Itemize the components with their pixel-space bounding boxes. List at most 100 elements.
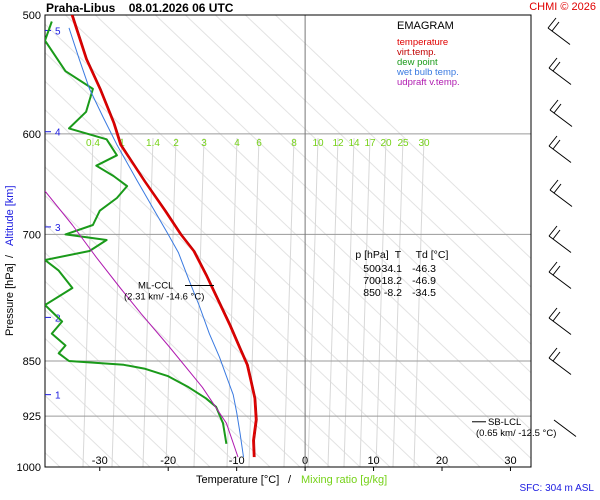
- x-axis-label-2: Mixing ratio [g/kg]: [301, 474, 387, 486]
- dry-adiabat-line: [215, 15, 531, 317]
- mixing-ratio-line: [283, 137, 295, 467]
- mixing-ratio-line: [248, 137, 260, 467]
- wind-barb-flag: [548, 347, 558, 359]
- mixing-ratio-line: [343, 137, 355, 467]
- table-header: T: [395, 249, 402, 261]
- dry-adiabat-line: [185, 15, 531, 345]
- mixing-ratio-label: 4: [234, 138, 240, 149]
- series-udpraft-v-temp-line: [45, 190, 239, 458]
- wind-barb-staff: [548, 317, 572, 335]
- mixing-ratio-label: 3: [201, 138, 207, 149]
- wind-barb-flag: [553, 183, 562, 194]
- date-time: 08.01.2026 06 UTC: [128, 1, 234, 15]
- y-tick-label: 600: [23, 129, 41, 141]
- x-tick-label: -10: [229, 455, 245, 467]
- chart-title: Praha-Libus 08.01.2026 06 UTC: [46, 1, 243, 15]
- table-cell: 850: [363, 287, 381, 299]
- table-cell: -34.1: [378, 263, 402, 275]
- mixing-ratio-label: 30: [418, 138, 430, 149]
- mixing-ratio-line: [307, 137, 319, 467]
- altitude-tick-label: 5: [55, 26, 61, 37]
- wind-barb-staff: [547, 27, 571, 45]
- mixing-ratio-label: 0.4: [86, 138, 100, 149]
- dry-adiabat-line: [45, 109, 421, 467]
- sb-lcl-detail: (0.65 km/ -12.5 °C): [476, 428, 556, 439]
- x-tick-label: 10: [367, 455, 379, 467]
- station-name: Praha-Libus: [46, 1, 116, 15]
- x-tick-label: 30: [504, 455, 516, 467]
- dry-adiabat-line: [45, 166, 361, 467]
- table-cell: -46.3: [412, 263, 436, 275]
- legend-title: EMAGRAM: [397, 20, 454, 32]
- dry-adiabat-line: [45, 366, 151, 467]
- mixing-ratio-label: 8: [291, 138, 297, 149]
- wind-barb-flag: [552, 61, 561, 72]
- mixing-ratio-line: [226, 137, 238, 467]
- ml-ccl-label: ML-CCL: [138, 280, 173, 291]
- mixing-ratio-line: [193, 137, 205, 467]
- dry-adiabat-line: [45, 309, 211, 467]
- x-axis-separator: /: [288, 474, 292, 486]
- table-cell: -46.9: [412, 275, 436, 287]
- mixing-ratio-line: [375, 137, 387, 467]
- mixing-ratio-label: 25: [397, 138, 409, 149]
- series-temperatureline: [70, 15, 257, 458]
- altitude-tick-label: 1: [55, 391, 61, 402]
- y-axis-separator: /: [4, 254, 16, 258]
- wind-barb-flag: [552, 311, 561, 322]
- wind-barb-flag: [547, 17, 557, 29]
- y-tick-label: 700: [23, 229, 41, 241]
- wind-barb-flag: [549, 99, 559, 111]
- table-cell: -34.5: [412, 287, 436, 299]
- ml-ccl-detail: (2.31 km/ -14.6 °C): [124, 291, 204, 302]
- x-axis-label: Temperature [°C]: [196, 474, 279, 486]
- x-tick-label: 20: [436, 455, 448, 467]
- dry-adiabat-line: [245, 15, 531, 288]
- mixing-ratio-label: 10: [312, 138, 324, 149]
- table-cell: 500: [363, 263, 381, 275]
- sb-lcl-label: SB-LCL: [488, 417, 521, 428]
- dry-adiabat-line: [125, 15, 531, 402]
- y-axis-label-2: Altitude [km]: [4, 185, 16, 246]
- dry-adiabat-line: [45, 23, 511, 467]
- mixing-ratio-line: [413, 137, 425, 467]
- wind-barb-staff: [553, 419, 577, 437]
- wind-barb-staff: [549, 189, 573, 207]
- dry-adiabat-line: [45, 280, 241, 467]
- wind-barb-flag: [548, 225, 558, 237]
- dry-adiabat-line: [65, 15, 531, 460]
- y-tick-label: 1000: [17, 462, 41, 474]
- dry-adiabat-line: [45, 137, 391, 467]
- legend-item: dew point: [397, 57, 438, 68]
- x-tick-label: -30: [92, 455, 108, 467]
- wind-barb-flag: [553, 103, 562, 114]
- dry-adiabat-line: [155, 15, 531, 374]
- table-cell: -18.2: [378, 275, 402, 287]
- altitude-tick-label: 3: [55, 223, 61, 234]
- wind-barb-flag: [549, 179, 559, 191]
- wind-barb-flag: [548, 57, 558, 69]
- y-tick-label: 850: [23, 356, 41, 368]
- mixing-ratio-label: 12: [332, 138, 344, 149]
- x-tick-label: -20: [160, 455, 176, 467]
- wind-barb-staff: [548, 271, 572, 289]
- legend-item: temperature: [397, 37, 448, 48]
- series-dew-pointline: [45, 21, 228, 444]
- table-cell: -8.2: [384, 287, 402, 299]
- legend-item: wet bulb temp.: [396, 67, 459, 78]
- wind-barb-flag: [552, 351, 561, 362]
- dry-adiabat-line: [45, 223, 301, 467]
- mixing-ratio-label: 17: [364, 138, 376, 149]
- wind-barb-staff: [549, 109, 573, 127]
- wind-barb-staff: [548, 357, 572, 375]
- dry-adiabat-line: [45, 52, 481, 467]
- mixing-ratio-line: [82, 137, 94, 467]
- dry-adiabat-line: [275, 15, 531, 260]
- mixing-ratio-label: 6: [256, 138, 262, 149]
- series-wet-bulb-temp-line: [68, 27, 244, 458]
- wind-barb-staff: [548, 67, 572, 85]
- mixing-ratio-label: 20: [380, 138, 392, 149]
- wind-barb-flag: [548, 261, 558, 273]
- mixing-ratio-label: 14: [348, 138, 360, 149]
